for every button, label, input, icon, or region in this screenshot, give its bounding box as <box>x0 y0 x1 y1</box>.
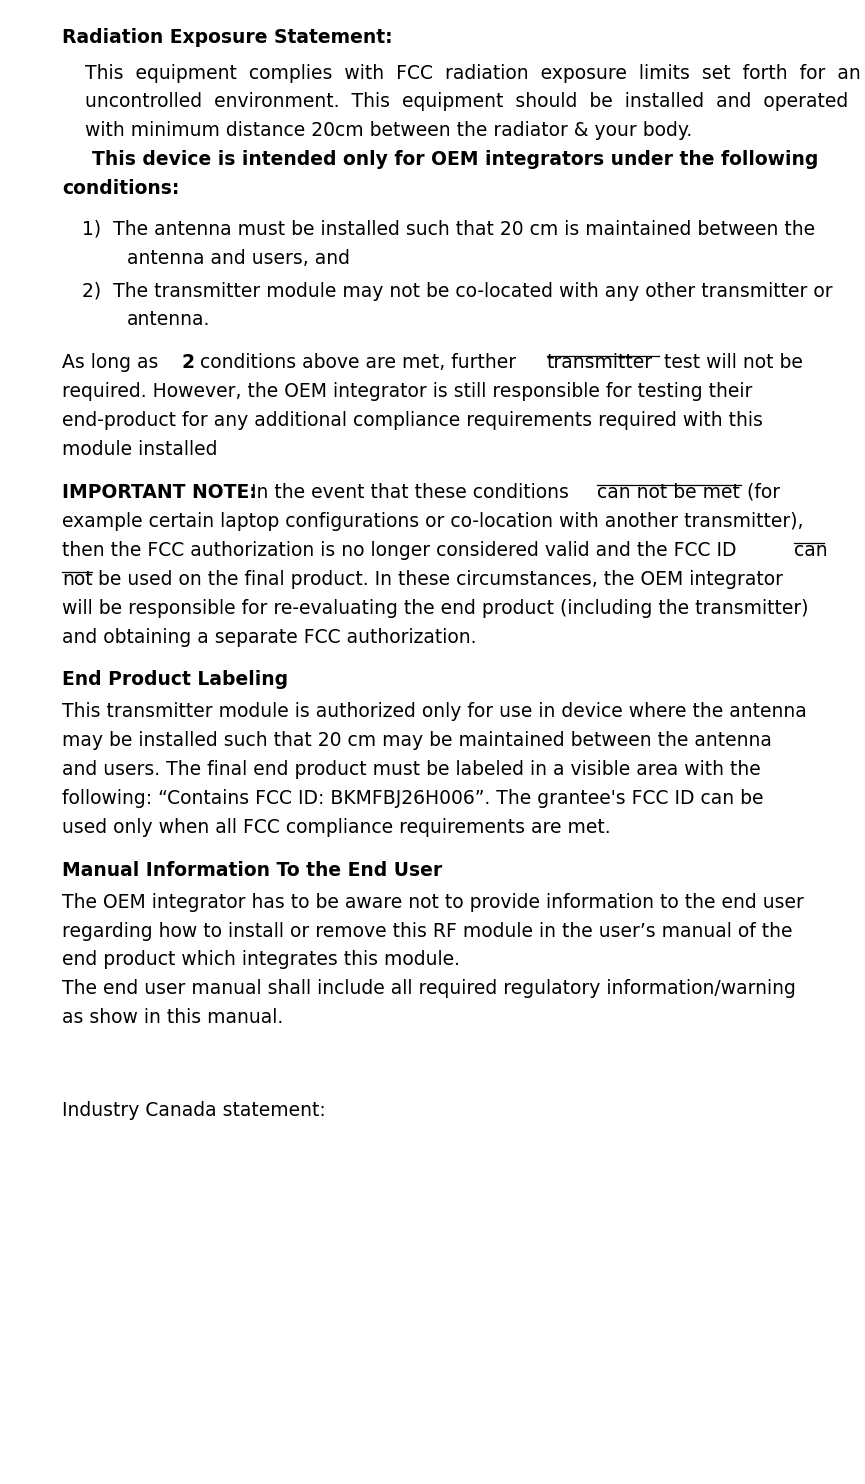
Text: This  equipment  complies  with  FCC  radiation  exposure  limits  set  forth  f: This equipment complies with FCC radiati… <box>85 64 861 83</box>
Text: IMPORTANT NOTE:: IMPORTANT NOTE: <box>62 482 257 502</box>
Text: The end user manual shall include all required regulatory information/warning: The end user manual shall include all re… <box>62 979 796 999</box>
Text: As long as: As long as <box>62 353 164 372</box>
Text: not: not <box>62 570 93 589</box>
Text: The OEM integrator has to be aware not to provide information to the end user: The OEM integrator has to be aware not t… <box>62 892 804 911</box>
Text: end-product for any additional compliance requirements required with this: end-product for any additional complianc… <box>62 411 763 430</box>
Text: and users. The final end product must be labeled in a visible area with the: and users. The final end product must be… <box>62 760 760 779</box>
Text: transmitter: transmitter <box>547 353 652 372</box>
Text: antenna and users, and: antenna and users, and <box>127 248 350 267</box>
Text: test will not be: test will not be <box>658 353 804 372</box>
Text: uncontrolled  environment.  This  equipment  should  be  installed  and  operate: uncontrolled environment. This equipment… <box>85 92 849 111</box>
Text: 2)  The transmitter module may not be co-located with any other transmitter or: 2) The transmitter module may not be co-… <box>82 282 833 301</box>
Text: can: can <box>794 540 828 559</box>
Text: antenna.: antenna. <box>127 310 210 329</box>
Text: end product which integrates this module.: end product which integrates this module… <box>62 950 460 969</box>
Text: and obtaining a separate FCC authorization.: and obtaining a separate FCC authorizati… <box>62 628 477 647</box>
Text: be used on the final product. In these circumstances, the OEM integrator: be used on the final product. In these c… <box>92 570 783 589</box>
Text: In the event that these conditions: In the event that these conditions <box>245 482 575 502</box>
Text: regarding how to install or remove this RF module in the user’s manual of the: regarding how to install or remove this … <box>62 922 792 941</box>
Text: will be responsible for re-evaluating the end product (including the transmitter: will be responsible for re-evaluating th… <box>62 598 809 617</box>
Text: (for: (for <box>741 482 780 502</box>
Text: can not be met: can not be met <box>597 482 740 502</box>
Text: Radiation Exposure Statement:: Radiation Exposure Statement: <box>62 28 393 47</box>
Text: conditions above are met, further: conditions above are met, further <box>195 353 522 372</box>
Text: module installed: module installed <box>62 441 217 459</box>
Text: used only when all FCC compliance requirements are met.: used only when all FCC compliance requir… <box>62 818 611 837</box>
Text: required. However, the OEM integrator is still responsible for testing their: required. However, the OEM integrator is… <box>62 383 753 401</box>
Text: may be installed such that 20 cm may be maintained between the antenna: may be installed such that 20 cm may be … <box>62 732 772 749</box>
Text: End Product Labeling: End Product Labeling <box>62 671 288 690</box>
Text: Industry Canada statement:: Industry Canada statement: <box>62 1101 326 1120</box>
Text: This device is intended only for OEM integrators under the following: This device is intended only for OEM int… <box>92 150 818 169</box>
Text: example certain laptop configurations or co-location with another transmitter),: example certain laptop configurations or… <box>62 512 804 531</box>
Text: conditions:: conditions: <box>62 180 179 199</box>
Text: Manual Information To the End User: Manual Information To the End User <box>62 861 442 880</box>
Text: following: “Contains FCC ID: BKMFBJ26H006”. The grantee's FCC ID can be: following: “Contains FCC ID: BKMFBJ26H00… <box>62 789 764 807</box>
Text: 1)  The antenna must be installed such that 20 cm is maintained between the: 1) The antenna must be installed such th… <box>82 220 815 239</box>
Text: as show in this manual.: as show in this manual. <box>62 1008 283 1027</box>
Text: This transmitter module is authorized only for use in device where the antenna: This transmitter module is authorized on… <box>62 702 807 721</box>
Text: then the FCC authorization is no longer considered valid and the FCC ID: then the FCC authorization is no longer … <box>62 540 742 559</box>
Text: 2: 2 <box>182 353 195 372</box>
Text: with minimum distance 20cm between the radiator & your body.: with minimum distance 20cm between the r… <box>85 122 692 141</box>
